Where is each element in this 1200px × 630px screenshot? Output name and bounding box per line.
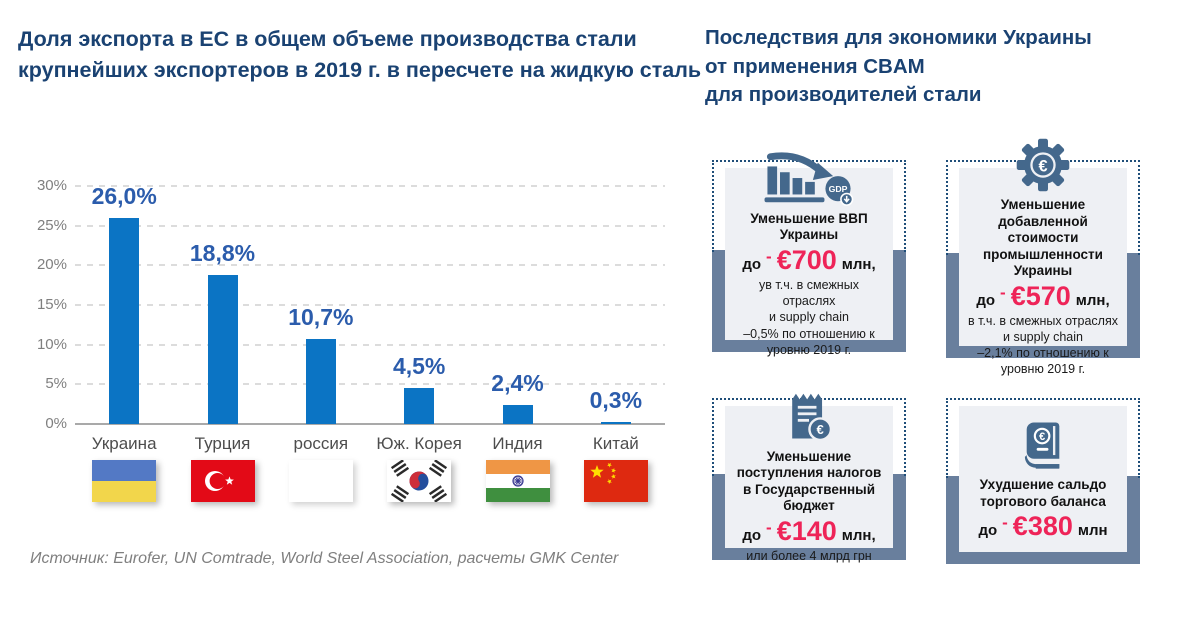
india-flag	[485, 460, 550, 502]
turkey-flag	[190, 460, 255, 502]
card-amount: до - €140 млн,	[742, 515, 876, 546]
svg-text:GDP: GDP	[829, 184, 848, 194]
amount-prefix: до	[742, 526, 762, 544]
gridline	[75, 185, 665, 187]
amount-prefix: до	[742, 255, 762, 273]
amount-value: €570	[1010, 280, 1071, 311]
bar-1	[109, 217, 140, 424]
consequences-title: Последствия для экономики Украины от при…	[705, 26, 1092, 107]
bar-value-label: 2,4%	[491, 369, 544, 396]
card-dotted-border	[946, 398, 1140, 479]
category-label: Китай	[592, 434, 639, 453]
impact-card-2: € Уменьшение добавленной стоимости промыш…	[946, 139, 1140, 376]
category-label: Индия	[492, 434, 543, 453]
card-panel: € Уменьшение поступления налогов в Госуда…	[725, 393, 893, 563]
card-note: ув т.ч. в смежных отраслях и supply chai…	[743, 277, 875, 357]
amount-suffix: млн,	[841, 255, 876, 273]
amount-prefix: до	[976, 291, 996, 309]
bar-5	[502, 404, 533, 424]
south-korea-flag	[387, 460, 452, 502]
card-title: Ухудшение сальдо торгового баланса	[979, 477, 1107, 509]
bar-6	[600, 421, 631, 424]
card-note: или более 4 млрд грн	[746, 548, 872, 563]
category-label: Турция	[194, 434, 251, 453]
amount-dash: -	[1002, 512, 1008, 532]
x-axis-line	[75, 423, 665, 425]
bar-chart: 0% 5% 10% 15% 20% 25% 30% 26,0% Украина 18,8% Турц…	[37, 177, 665, 502]
y-axis-tick-label: 10%	[36, 335, 67, 353]
card-panel: € Ухудшение сальдо торгового баланса до - €3…	[959, 406, 1127, 552]
impact-card-4: € Ухудшение сальдо торгового баланса до - €3…	[946, 398, 1140, 564]
bar-value-label: 10,7%	[288, 304, 354, 331]
card-amount: до - €380 млн	[978, 510, 1108, 541]
card-panel: € Уменьшение добавленной стоимости промыш…	[959, 139, 1127, 376]
amount-suffix: млн	[1077, 521, 1108, 539]
bar-3	[305, 339, 336, 424]
impact-card-1: GDP Уменьшение ВВП Украины до - €700 млн, ув т…	[712, 152, 906, 357]
amount-dash: -	[766, 517, 772, 537]
bar-value-label: 18,8%	[189, 239, 256, 266]
card-amount: до - €570 млн,	[976, 280, 1110, 311]
amount-suffix: млн,	[1075, 291, 1110, 309]
ledger-euro-icon: €	[1014, 418, 1072, 474]
category-label: Украина	[91, 434, 157, 453]
blank-flag	[288, 460, 353, 502]
gridline	[75, 224, 665, 227]
ukraine-flag	[92, 460, 157, 502]
svg-text:€: €	[817, 422, 825, 437]
bar-4	[404, 388, 435, 424]
impact-card-3: € Уменьшение поступления налогов в Госуда…	[712, 393, 906, 563]
china-flag	[583, 460, 648, 502]
amount-dash: -	[766, 246, 772, 266]
y-axis-tick-label: 5%	[45, 375, 67, 393]
card-panel: GDP Уменьшение ВВП Украины до - €700 млн, ув т…	[725, 152, 893, 357]
amount-dash: -	[1000, 282, 1006, 302]
card-amount: до - €700 млн,	[742, 244, 876, 275]
gear-euro-icon: €	[1012, 136, 1074, 194]
gridline	[75, 343, 665, 346]
amount-suffix: млн,	[841, 526, 876, 544]
gridline	[75, 383, 665, 386]
amount-value: €380	[1012, 510, 1073, 541]
y-axis-tick-label: 0%	[45, 415, 67, 432]
card-note: в т.ч. в смежных отраслях и supply chain…	[968, 313, 1118, 377]
gdp-decline-icon: GDP	[761, 150, 857, 208]
bar-value-label: 0,3%	[589, 386, 643, 413]
gridline	[75, 304, 665, 306]
svg-text:€: €	[1039, 431, 1045, 443]
chart-title: Доля экспорта в ЕС в общем объеме произв…	[18, 27, 702, 82]
category-label: россия	[293, 434, 349, 453]
y-axis-tick-label: 25%	[36, 216, 67, 234]
tax-receipt-icon: €	[779, 390, 839, 446]
amount-value: €700	[776, 244, 837, 275]
source-note: Источник: Eurofer, UN Comtrade, World St…	[30, 550, 619, 567]
card-title: Уменьшение поступления налогов в Государ…	[736, 448, 882, 514]
amount-prefix: до	[978, 521, 998, 539]
y-axis-tick-label: 30%	[36, 177, 67, 194]
card-title: Уменьшение ВВП Украины	[750, 210, 868, 243]
bar-2	[207, 274, 238, 424]
amount-value: €140	[776, 515, 837, 546]
svg-text:€: €	[1038, 158, 1047, 176]
bar-value-label: 4,5%	[392, 353, 446, 380]
gridline	[75, 264, 665, 267]
category-label: Юж. Корея	[376, 434, 462, 453]
card-title: Уменьшение добавленной стоимости промышл…	[983, 197, 1103, 279]
y-axis-tick-label: 20%	[36, 256, 67, 274]
y-axis-tick-label: 15%	[36, 296, 67, 313]
bar-value-label: 26,0%	[91, 182, 157, 209]
